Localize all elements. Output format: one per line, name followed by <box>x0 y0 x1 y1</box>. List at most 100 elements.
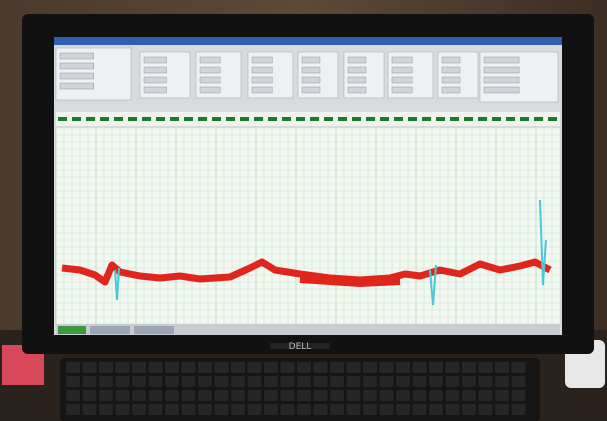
key <box>198 376 212 387</box>
chart-grid <box>55 127 561 325</box>
key <box>264 376 278 387</box>
key <box>429 404 443 415</box>
key <box>445 362 460 373</box>
key <box>280 376 295 387</box>
key <box>330 376 344 387</box>
button <box>59 72 94 80</box>
key <box>346 362 361 373</box>
key <box>181 390 196 401</box>
red-trace <box>61 258 552 286</box>
key <box>214 376 229 387</box>
button <box>251 86 273 94</box>
key <box>396 404 410 415</box>
key <box>66 376 80 387</box>
key <box>412 404 427 415</box>
key <box>363 376 377 387</box>
key <box>478 362 493 373</box>
key <box>379 376 394 387</box>
key <box>396 376 410 387</box>
start-button <box>58 326 86 334</box>
key <box>363 404 377 415</box>
button <box>441 56 461 64</box>
key <box>330 404 344 415</box>
button <box>143 76 167 84</box>
key <box>462 376 476 387</box>
key <box>148 376 163 387</box>
key <box>396 390 410 401</box>
key <box>66 362 80 373</box>
button <box>483 86 520 94</box>
key <box>280 362 295 373</box>
key <box>148 362 163 373</box>
button <box>483 66 520 74</box>
task-item <box>134 326 174 334</box>
button <box>251 76 273 84</box>
key <box>264 404 278 415</box>
key <box>82 404 97 415</box>
key <box>198 362 212 373</box>
key <box>198 404 212 415</box>
key <box>66 404 80 415</box>
key <box>478 404 493 415</box>
key <box>165 376 179 387</box>
key <box>478 376 493 387</box>
key <box>231 390 245 401</box>
key <box>445 376 460 387</box>
key <box>379 390 394 401</box>
button <box>143 56 167 64</box>
key <box>346 390 361 401</box>
key <box>181 362 196 373</box>
key <box>313 376 328 387</box>
key <box>148 390 163 401</box>
button <box>59 62 94 70</box>
button <box>441 86 461 94</box>
key <box>412 390 427 401</box>
button <box>391 56 413 64</box>
brand: DELL <box>289 342 312 352</box>
key <box>346 404 361 415</box>
key <box>148 404 163 415</box>
key <box>115 376 130 387</box>
key <box>82 362 97 373</box>
button <box>347 56 367 64</box>
button <box>347 76 367 84</box>
key <box>297 390 311 401</box>
key <box>132 362 146 373</box>
button <box>199 86 221 94</box>
key <box>214 362 229 373</box>
key <box>264 390 278 401</box>
button <box>301 66 321 74</box>
button <box>59 82 94 90</box>
key <box>478 390 493 401</box>
key <box>99 376 113 387</box>
key <box>132 404 146 415</box>
key <box>330 390 344 401</box>
key <box>462 390 476 401</box>
button <box>441 66 461 74</box>
button <box>251 56 273 64</box>
key <box>214 390 229 401</box>
key <box>412 362 427 373</box>
key <box>247 404 262 415</box>
key <box>429 390 443 401</box>
key <box>330 362 344 373</box>
button <box>143 66 167 74</box>
key <box>231 404 245 415</box>
key <box>165 404 179 415</box>
key <box>99 404 113 415</box>
key <box>99 362 113 373</box>
key <box>462 404 476 415</box>
button <box>301 86 321 94</box>
key <box>511 362 526 373</box>
key <box>297 376 311 387</box>
key <box>280 390 295 401</box>
button <box>301 56 321 64</box>
button <box>59 52 94 60</box>
control-panel <box>55 47 559 103</box>
key <box>82 376 97 387</box>
key <box>445 390 460 401</box>
button <box>391 76 413 84</box>
key <box>429 376 443 387</box>
button <box>251 66 273 74</box>
